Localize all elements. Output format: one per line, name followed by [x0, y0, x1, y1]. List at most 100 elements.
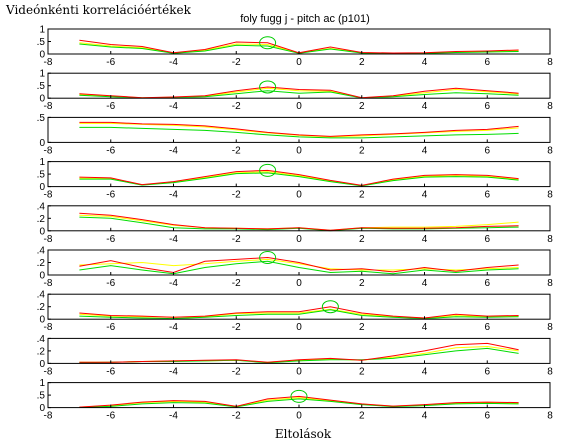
subplot-3: -8 -6 -4 -2 0 2 4 6 8 0 .5	[37, 113, 554, 156]
x-tick-label: -2	[232, 411, 241, 422]
x-tick-label: 4	[422, 366, 428, 377]
x-tick-label: -8	[44, 57, 53, 68]
y-tick-label: 1	[39, 69, 45, 80]
x-tick-label: -6	[106, 322, 115, 333]
x-tick-label: 6	[484, 234, 490, 245]
x-tick-label: 0	[296, 366, 302, 377]
x-tick-label: 8	[547, 278, 553, 289]
series-line-red	[79, 256, 519, 274]
x-tick-label: 0	[296, 322, 302, 333]
x-tick-label: -2	[232, 145, 241, 156]
x-tick-label: -2	[232, 278, 241, 289]
y-tick-label: 1	[39, 25, 45, 36]
peak-marker	[259, 251, 277, 264]
x-tick-label: 0	[296, 101, 302, 112]
y-tick-label: .5	[37, 391, 46, 402]
x-tick-label: 0	[296, 278, 302, 289]
figure-corner-label: Videónkénti korrelációértékek	[5, 3, 192, 17]
series-line-green	[79, 172, 519, 187]
series-line-red	[79, 342, 519, 363]
x-tick-label: -6	[106, 190, 115, 201]
series-line-green	[79, 309, 519, 320]
y-tick-label: 0	[39, 359, 45, 370]
x-tick-label: 8	[547, 101, 553, 112]
x-tick-label: 8	[547, 57, 553, 68]
y-tick-label: .2	[37, 302, 46, 313]
subplot-2: -8 -6 -4 -2 0 2 4 6 8 0 .51	[37, 69, 554, 113]
x-tick-label: 6	[484, 145, 490, 156]
x-tick-label: 0	[296, 57, 302, 68]
x-tick-label: -4	[169, 234, 178, 245]
x-tick-label: 6	[484, 57, 490, 68]
x-tick-label: 8	[547, 322, 553, 333]
x-tick-label: -8	[44, 411, 53, 422]
y-tick-label: 0	[39, 94, 45, 105]
y-tick-label: .2	[37, 346, 46, 357]
x-tick-label: -4	[169, 145, 178, 156]
x-tick-label: -6	[106, 57, 115, 68]
subplot-7: -8 -6 -4 -2 0 2 4 6 8 0 .2.4	[37, 290, 554, 334]
x-tick-label: -4	[169, 278, 178, 289]
y-tick-label: .5	[37, 170, 46, 181]
x-tick-label: 2	[359, 322, 365, 333]
x-tick-label: 0	[296, 145, 302, 156]
x-tick-label: 6	[484, 190, 490, 201]
plot-area	[48, 29, 550, 54]
x-tick-label: 8	[547, 234, 553, 245]
y-tick-label: .2	[37, 214, 46, 225]
x-tick-label: 4	[422, 411, 428, 422]
y-tick-label: .5	[37, 81, 46, 92]
x-tick-label: -2	[232, 190, 241, 201]
y-tick-label: 0	[39, 315, 45, 326]
x-tick-label: 2	[359, 57, 365, 68]
y-tick-label: 0	[39, 50, 45, 61]
figure-xlabel: Eltolások	[275, 427, 332, 441]
x-tick-label: -4	[169, 190, 178, 201]
x-tick-label: 0	[296, 234, 302, 245]
peak-marker	[259, 36, 277, 50]
x-tick-label: 4	[422, 278, 428, 289]
x-tick-label: 0	[296, 190, 302, 201]
x-tick-label: 2	[359, 190, 365, 201]
y-tick-label: .4	[37, 334, 46, 345]
series-line-red	[79, 306, 519, 319]
y-tick-label: .5	[37, 113, 46, 124]
series-line-green	[79, 126, 519, 139]
x-tick-label: 4	[422, 322, 428, 333]
y-tick-label: .4	[37, 201, 46, 212]
y-tick-label: .2	[37, 258, 46, 269]
x-tick-label: -4	[169, 411, 178, 422]
y-tick-label: 0	[39, 138, 45, 149]
x-tick-label: 8	[547, 366, 553, 377]
x-tick-label: 6	[484, 322, 490, 333]
x-tick-label: 2	[359, 278, 365, 289]
y-tick-label: 0	[39, 226, 45, 237]
x-tick-label: 6	[484, 366, 490, 377]
y-tick-label: 1	[39, 157, 45, 168]
x-tick-label: -8	[44, 322, 53, 333]
x-tick-label: 2	[359, 145, 365, 156]
x-tick-label: -2	[232, 234, 241, 245]
x-tick-label: -6	[106, 411, 115, 422]
x-tick-label: -8	[44, 234, 53, 245]
x-tick-label: -2	[232, 322, 241, 333]
series-line-green	[79, 398, 519, 408]
x-tick-label: 8	[547, 190, 553, 201]
series-line-red	[79, 121, 519, 137]
y-tick-label: .4	[37, 290, 46, 301]
x-tick-label: -2	[232, 57, 241, 68]
x-tick-label: -8	[44, 366, 53, 377]
x-tick-label: -4	[169, 366, 178, 377]
y-tick-label: .4	[37, 246, 46, 257]
y-tick-label: 1	[39, 378, 45, 389]
x-tick-label: 2	[359, 366, 365, 377]
subplot-9: -8 -6 -4 -2 0 2 4 6 80.51	[37, 378, 554, 422]
plot-area	[48, 73, 550, 99]
x-tick-label: -2	[232, 366, 241, 377]
series-line-red	[79, 212, 519, 231]
subplot-panels: -8 -6 -4 -2 0 2 4 6 80.51-8 -6 -4 -2 0 2 4 6 80.51-8 -6 -4…	[37, 25, 554, 422]
x-tick-label: 4	[422, 234, 428, 245]
x-tick-label: 6	[484, 278, 490, 289]
peak-marker	[290, 389, 308, 403]
subplot-6: -8 -6 -4 -2 0 2 4 6 8 0 .2.4	[37, 246, 554, 290]
